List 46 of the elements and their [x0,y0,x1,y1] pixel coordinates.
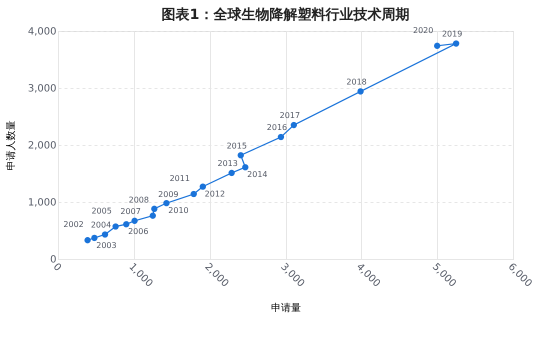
annotation: 2019 [442,30,462,39]
annotation: 2007 [120,206,141,216]
annotation: 2012 [204,190,226,199]
y-tick-label: 1,000 [28,198,56,208]
y-axis-title: 申请人数量 [4,120,17,170]
point [112,223,119,230]
point [452,40,460,47]
annotation: 2015 [226,141,247,150]
annotation: 2006 [128,227,148,236]
chart-title: 图表1：全球生物降解塑料行业技术周期 [162,6,410,23]
annotation: 2008 [128,196,149,205]
point [200,183,206,190]
annotation: 2011 [170,174,190,184]
point [290,122,298,128]
annotation: 2003 [96,240,117,250]
annotation: 2020 [412,26,434,35]
annotation: 2009 [158,190,178,199]
point [150,212,156,219]
point [131,218,138,224]
annotation: 2005 [91,206,112,216]
point [163,200,170,206]
y-tick-label: 3,000 [28,84,56,94]
y-tick-label: 2,000 [28,140,56,152]
point [228,170,235,176]
annotation: 2004 [90,220,112,230]
annotation: 2002 [63,220,84,230]
annotation: 2013 [217,158,238,168]
point [278,134,284,140]
point [190,190,197,198]
annotation: 2016 [266,123,288,132]
annotation: 2018 [346,77,367,86]
point [238,152,244,158]
point [357,88,364,95]
point [434,42,440,49]
point [151,206,158,212]
annotation: 2010 [168,206,189,216]
annotation: 2017 [280,111,300,120]
point [84,237,91,244]
x-axis-title: 申请量 [271,302,301,314]
point [242,164,248,170]
point [91,234,98,242]
point [123,221,130,228]
point [102,231,108,238]
y-tick-label: 4,000 [28,26,56,38]
annotation: 2014 [247,170,268,180]
y-tick-label: 0 [50,254,56,266]
